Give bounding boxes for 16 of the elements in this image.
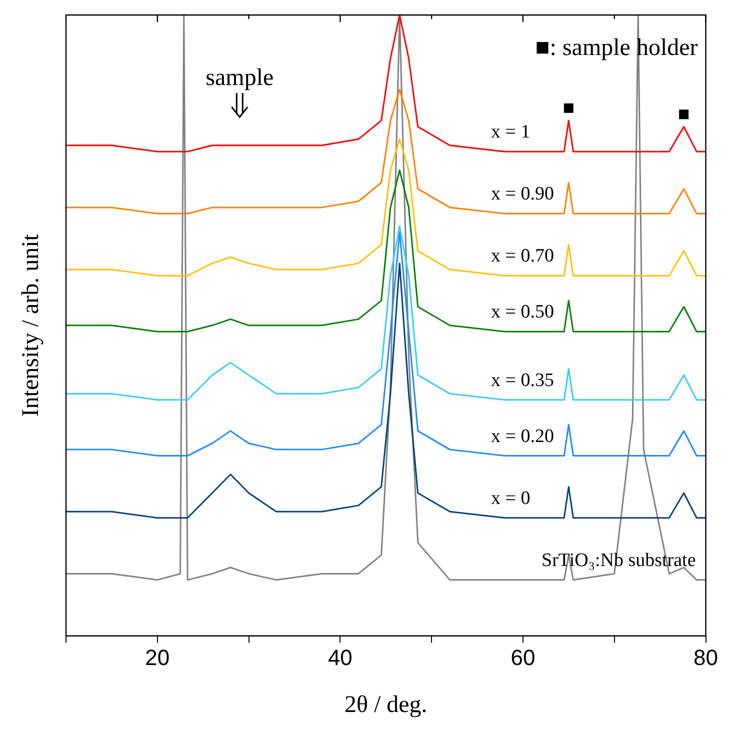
annotation: sample	[206, 65, 274, 91]
x-tick-label: 60	[510, 645, 536, 670]
series-label: SrTiO₃:Nb substrate	[542, 550, 696, 571]
series-label: x = 0.50	[490, 302, 554, 323]
series-label: x = 0.35	[490, 370, 554, 391]
series-label: x = 0.90	[490, 184, 554, 205]
series-label: x = 0.70	[490, 246, 554, 267]
series-label: x = 0	[490, 488, 530, 509]
x-tick-label: 20	[145, 645, 170, 670]
annotation: ■: sample holder	[535, 35, 698, 61]
series-label: x = 1	[490, 122, 530, 143]
series-label: x = 0.20	[490, 426, 554, 447]
x-tick-label: 80	[694, 645, 718, 670]
x-tick-label: 40	[328, 645, 352, 670]
y-axis-title: Intensity / arb. unit	[18, 234, 44, 417]
x-axis-title: 2θ / deg.	[344, 692, 428, 718]
